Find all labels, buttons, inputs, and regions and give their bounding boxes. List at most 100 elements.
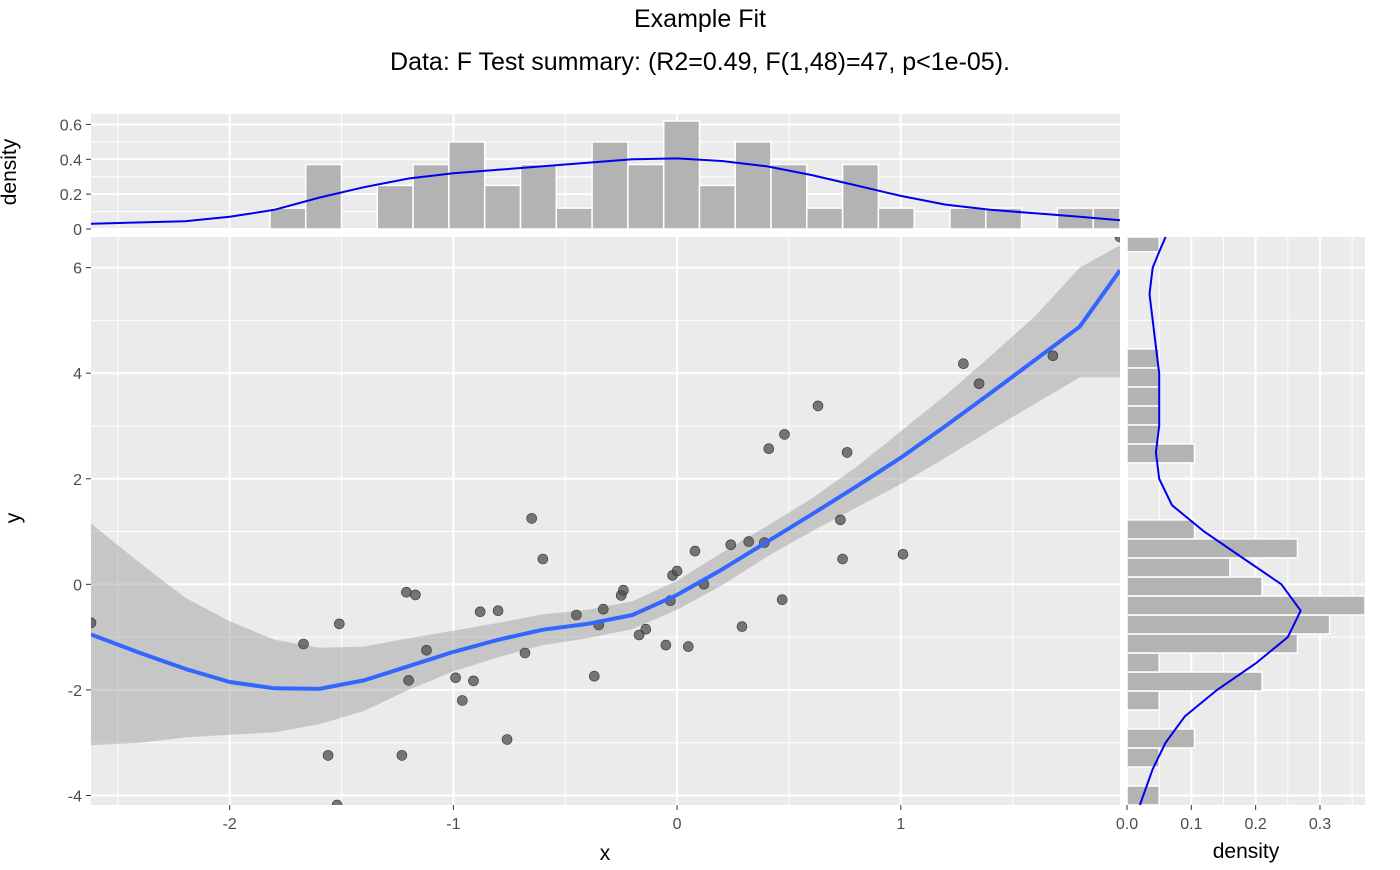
right-density-curve xyxy=(1138,236,1302,806)
right-histogram-bar xyxy=(1126,348,1160,369)
data-point xyxy=(973,378,985,390)
right-histogram-bar xyxy=(1126,652,1160,673)
y-axis-label: y xyxy=(2,512,25,523)
main-panel-background xyxy=(91,237,1120,805)
data-point xyxy=(401,586,412,598)
top-histogram-bar xyxy=(519,163,558,230)
data-point xyxy=(537,553,549,565)
right-histogram-bar xyxy=(1126,367,1160,388)
y-tick-label: 6 xyxy=(73,261,82,278)
top-histogram-bar xyxy=(985,207,1023,230)
data-point xyxy=(835,514,846,526)
top-histogram-bar xyxy=(662,120,701,230)
right-histogram-bar xyxy=(1126,728,1196,749)
data-point xyxy=(322,750,334,761)
chart-title: Example Fit xyxy=(634,5,766,33)
y-tick-label: -2 xyxy=(68,683,82,700)
data-point xyxy=(633,629,645,641)
data-point xyxy=(396,750,408,761)
x-axis-label: x xyxy=(600,842,611,865)
top-y-tick-label: 0 xyxy=(73,222,82,239)
top-y-tick-label: 0.4 xyxy=(60,152,82,169)
y-tick-label: -4 xyxy=(68,788,82,805)
data-point xyxy=(298,638,309,650)
data-point xyxy=(468,675,479,687)
right-histogram-bar xyxy=(1126,671,1263,692)
top-y-tick-label: 0.2 xyxy=(60,187,82,204)
data-point xyxy=(1047,350,1059,362)
data-point xyxy=(571,609,582,621)
data-point xyxy=(671,565,683,577)
top-histogram-bar xyxy=(806,207,844,230)
right-histogram-bar xyxy=(1126,557,1231,578)
right-density-axis-label: density xyxy=(1213,840,1280,863)
data-point xyxy=(403,675,414,686)
top-density-curve xyxy=(90,157,1121,225)
data-point xyxy=(841,447,853,458)
main-plot-area xyxy=(91,237,1120,805)
data-point xyxy=(597,603,609,615)
top-histogram-bar xyxy=(877,207,915,230)
data-point xyxy=(689,545,701,557)
smooth-fit-line xyxy=(91,269,1120,691)
data-point xyxy=(736,621,748,632)
right-histogram-bar xyxy=(1126,386,1160,407)
data-point xyxy=(410,589,421,601)
data-point xyxy=(640,623,652,635)
right-histogram-bar xyxy=(1126,405,1160,426)
right-histogram-bar xyxy=(1126,614,1331,635)
data-point xyxy=(526,513,538,524)
top-y-tick-label: 0.6 xyxy=(60,117,82,134)
right-histogram-bar xyxy=(1126,690,1160,711)
data-point xyxy=(779,429,790,440)
right-marginal-panel: 0.0 0.1 0.2 0.3 xyxy=(1116,236,1366,833)
data-point xyxy=(682,641,694,652)
top-histogram-bar xyxy=(376,184,414,230)
data-point xyxy=(897,548,909,560)
confidence-band xyxy=(91,245,1120,746)
x-tick-label: 1 xyxy=(896,816,905,833)
data-point xyxy=(450,672,461,684)
right-histogram-bar xyxy=(1126,538,1299,559)
top-marginal-panel: 0 0.2 0.4 0.6 xyxy=(60,114,1121,239)
right-histogram-bar xyxy=(1126,424,1160,445)
top-histogram-bar xyxy=(841,163,880,230)
data-point xyxy=(91,617,97,629)
top-histogram-bar xyxy=(770,163,808,230)
right-histogram-bar xyxy=(1126,576,1263,597)
y-tick-label: 2 xyxy=(73,472,82,489)
top-histogram-bar xyxy=(483,184,522,230)
data-point xyxy=(421,644,432,656)
top-histogram-bar xyxy=(949,207,987,230)
data-point xyxy=(331,799,343,805)
data-point xyxy=(660,639,672,651)
data-point xyxy=(837,553,848,565)
right-histogram-bar xyxy=(1126,443,1196,464)
right-x-tick-label: 0.1 xyxy=(1180,816,1202,833)
right-histogram-bar xyxy=(1126,236,1160,253)
right-x-tick-label: 0.2 xyxy=(1245,816,1267,833)
data-point xyxy=(333,618,345,630)
x-tick-label: -1 xyxy=(446,816,460,833)
top-histogram-bar xyxy=(591,141,629,230)
data-point xyxy=(743,536,755,547)
y-tick-label: 0 xyxy=(73,577,82,594)
x-tick-label: 0 xyxy=(673,816,682,833)
data-point xyxy=(618,584,629,596)
x-tick-label: -2 xyxy=(223,816,237,833)
data-point xyxy=(958,358,969,370)
data-point xyxy=(474,606,486,618)
right-histogram-bar xyxy=(1126,519,1196,540)
right-x-tick-label: 0.0 xyxy=(1116,816,1138,833)
data-point xyxy=(492,605,504,617)
top-density-axis-label: density xyxy=(0,138,21,205)
data-point xyxy=(725,539,737,551)
y-tick-label: 4 xyxy=(73,366,82,383)
main-scatter-panel: -2 -1 0 1 -4 -2 0 2 4 6 xyxy=(68,237,1120,833)
data-point xyxy=(456,695,468,706)
data-point xyxy=(1114,237,1120,243)
right-histogram-bar xyxy=(1126,595,1366,616)
data-point xyxy=(812,400,824,412)
chart-subtitle: Data: F Test summary: (R2=0.49, F(1,48)=… xyxy=(390,48,1010,76)
